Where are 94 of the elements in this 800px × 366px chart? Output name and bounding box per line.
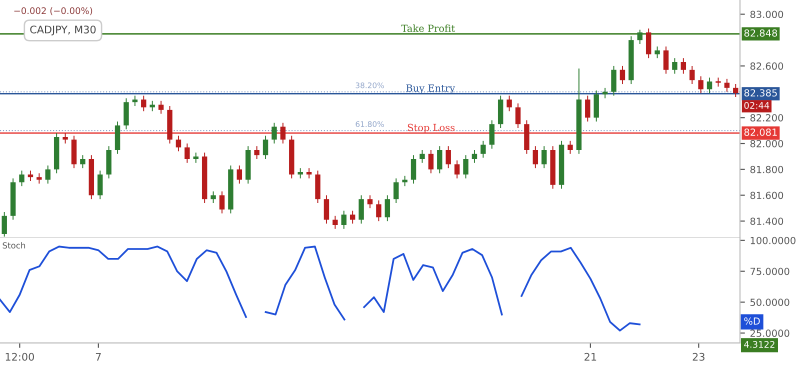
candlestick [210,190,216,204]
candlestick [515,102,521,128]
candlestick [680,58,686,74]
candlestick [376,200,382,222]
candlestick [124,98,129,130]
candlestick [654,46,660,59]
candlestick [394,178,399,204]
candlestick [367,194,373,209]
candlestick [358,194,364,224]
candlestick [236,165,242,184]
candlestick [463,154,468,179]
candlestick [272,122,277,144]
candlestick [454,160,460,179]
candlestick [489,120,494,150]
candlestick [324,194,330,224]
candlestick [36,172,42,184]
candlestick [219,190,225,214]
y-tick-label: 25.0000 [750,330,790,337]
y-tick-label: 75.0000 [750,268,790,276]
y-tick-label: 81.800 [750,166,784,174]
y-tick-label: 83.000 [750,10,784,18]
candlestick [184,143,190,164]
candlestick [98,170,103,200]
candlestick [176,135,182,152]
annotation: 82.848 [744,29,778,37]
candlestick [724,78,730,92]
candlestick [306,168,312,179]
annotation: 82.385 [744,89,777,97]
candlestick [402,175,408,187]
text: CADJPY, M30 [30,26,96,36]
candlestick [480,140,486,158]
ref-line-label: Buy Entry [406,84,456,94]
candlestick [158,100,164,114]
candlestick [716,77,721,88]
candlestick [646,28,652,59]
candlestick [350,210,356,224]
candlestick [45,165,50,184]
candlestick [672,58,678,74]
x-tick-label: 12:00 [6,352,34,361]
y-tick-label: 81.600 [750,192,784,200]
text: %D [744,317,760,325]
x-tick-label: 23 [692,352,704,361]
candlestick [193,152,198,164]
candlestick [733,84,738,98]
candlestick [280,122,286,144]
candlestick [663,46,669,74]
candlestick [262,135,268,160]
candlestick [602,87,608,99]
annotation: 82.081 [744,128,777,136]
candlestick [410,154,416,184]
ref-line-label: Stop Loss [408,124,455,134]
candlestick [698,76,704,94]
x-tick-label: 7 [96,352,101,361]
candlestick [150,100,155,112]
candlestick [472,149,478,164]
candlestick [254,146,260,160]
text: 02:44 [744,102,770,109]
y-tick-label: 50.0000 [750,298,790,306]
ref-line-label: Take Profit [401,24,456,32]
candlestick [2,212,7,238]
candlestick [298,168,303,179]
candlestick [28,170,34,182]
candlestick [341,210,346,230]
text: −0.002 (−0.00%) [14,7,92,16]
candlestick [62,132,68,144]
chart-title: Stoch [2,242,26,249]
candlestick [384,194,390,222]
candlestick [568,140,573,154]
candlestick [80,154,86,169]
candlestick [594,90,599,122]
y-tick-label: 82.600 [750,62,784,70]
candlestick [19,170,24,187]
x-tick-label: 21 [584,352,596,361]
candlestick [532,146,538,169]
candlestick [542,146,547,169]
candlestick [506,95,512,112]
candlestick [611,65,616,96]
candlestick [332,215,338,230]
candlestick [437,146,442,174]
candlestick [446,146,451,169]
text: 4.3122 [744,341,774,348]
candlestick [706,77,712,94]
candlestick [637,29,642,44]
y-tick-label: 82.200 [750,114,784,122]
candlestick [141,95,146,112]
y-tick-label: 81.400 [750,218,784,225]
candlestick [428,149,434,174]
y-tick-label: 82.000 [750,140,784,148]
candlestick [585,95,590,122]
candlestick [420,149,425,164]
candlestick [132,95,138,107]
y-tick-label: 100.0000 [750,236,796,244]
candlestick [690,65,695,85]
candlestick [620,65,626,85]
